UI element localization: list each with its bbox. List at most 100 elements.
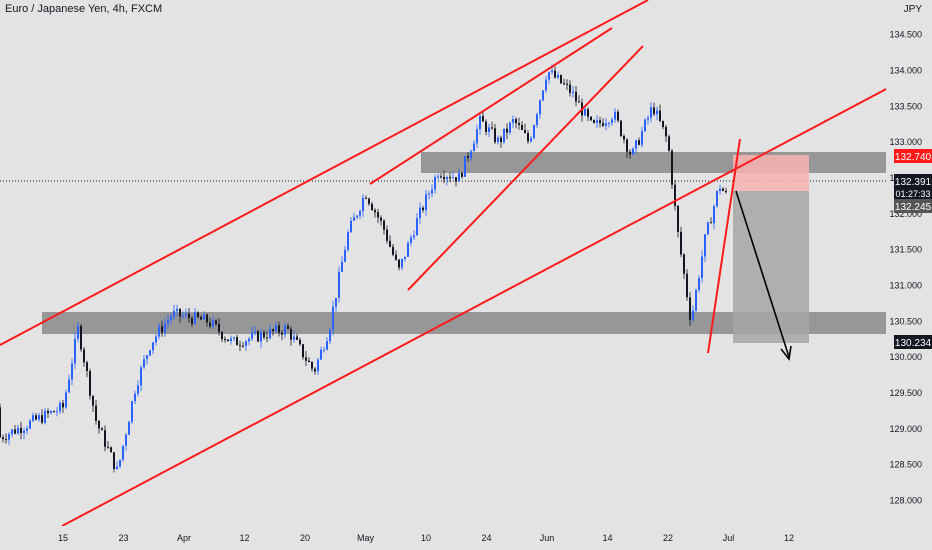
candle-body	[302, 344, 304, 358]
wedge-upper-line	[369, 27, 613, 185]
candle-body	[11, 429, 13, 435]
candle-body	[515, 119, 517, 124]
candle-body	[626, 139, 628, 152]
time-tick-label: 24	[481, 533, 491, 543]
candle-body	[191, 318, 193, 324]
candle-body	[161, 326, 163, 333]
candle-body	[134, 393, 136, 402]
price-tick-label: 134.500	[889, 30, 922, 40]
candle-body	[26, 428, 28, 431]
candle-body	[557, 74, 559, 78]
candle-body	[698, 278, 700, 291]
candle-body	[38, 415, 40, 420]
candle-body	[566, 83, 568, 85]
candle-body	[224, 338, 226, 340]
candle-body	[539, 100, 541, 115]
candle-body	[437, 176, 439, 178]
time-tick-label: 22	[663, 533, 673, 543]
candle-body	[620, 120, 622, 137]
candle-body	[80, 325, 82, 350]
candle-body	[506, 128, 508, 133]
candle-body	[617, 111, 619, 121]
candle-body	[290, 328, 292, 340]
candle-body	[359, 211, 361, 216]
candle-body	[164, 323, 166, 333]
candle-body	[575, 91, 577, 102]
candle-body	[644, 119, 646, 132]
candle-body	[494, 128, 496, 143]
candle-body	[308, 360, 310, 363]
candle-body	[374, 210, 376, 213]
candle-body	[182, 315, 184, 317]
candle-body	[641, 131, 643, 145]
candle-body	[131, 401, 133, 422]
candle-body	[362, 197, 364, 212]
candle-body	[206, 314, 208, 323]
candle-body	[8, 434, 10, 440]
candle-body	[92, 395, 94, 406]
candle-body	[236, 337, 238, 346]
candle-body	[473, 143, 475, 152]
candle-body	[569, 84, 571, 93]
candle-body	[599, 120, 601, 124]
candle-body	[185, 313, 187, 316]
candle-body	[584, 109, 586, 116]
candle-body	[671, 150, 673, 185]
candle-body	[44, 410, 46, 423]
candle-body	[332, 306, 334, 330]
candle-body	[296, 336, 298, 340]
candle-body	[500, 137, 502, 142]
resistance-price-label: 132.740	[895, 152, 932, 163]
candle-body	[230, 338, 232, 342]
price-axis[interactable]: 128.000 128.500 129.000 129.500 130.000 130.5…	[886, 0, 932, 550]
candle-body	[464, 156, 466, 177]
candle-body	[407, 242, 409, 257]
candle-body	[50, 411, 52, 414]
time-tick-label: 15	[58, 533, 68, 543]
entry-price-tag: 132.245	[894, 199, 932, 213]
candle-body	[707, 222, 709, 235]
price-tick-label: 128.000	[889, 496, 922, 506]
time-axis[interactable]: 15 23 Apr 12 20 May 10 24 Jun 14 22 Jul 12	[0, 526, 886, 550]
candle-body	[572, 91, 574, 93]
candle-body	[143, 359, 145, 368]
candle-body	[29, 420, 31, 429]
candle-body	[722, 188, 724, 191]
time-tick-label: 23	[118, 533, 128, 543]
candle-body	[512, 119, 514, 123]
candle-body	[128, 421, 130, 435]
candle-body	[35, 415, 37, 420]
candle-body	[140, 367, 142, 386]
candle-body	[428, 193, 430, 195]
candle-body	[260, 332, 262, 342]
candle-body	[41, 415, 43, 423]
candle-body	[254, 331, 256, 333]
candle-body	[77, 325, 79, 339]
candle-body	[386, 229, 388, 241]
candle-body	[446, 177, 448, 180]
time-tick-label: 10	[421, 533, 431, 543]
time-tick-label: 20	[300, 533, 310, 543]
price-tick-label: 131.000	[889, 281, 922, 291]
candle-body	[110, 447, 112, 453]
candle-body	[458, 173, 460, 182]
candle-body	[329, 329, 331, 342]
candle-body	[449, 177, 451, 179]
candle-body	[659, 110, 661, 121]
candle-body	[548, 72, 550, 80]
candle-body	[59, 402, 61, 412]
candle-body	[281, 332, 283, 335]
candle-body	[674, 184, 676, 206]
candle-body	[614, 111, 616, 120]
candle-body	[47, 410, 49, 414]
candle-body	[101, 428, 103, 431]
candle-body	[413, 235, 415, 238]
candle-body	[158, 326, 160, 337]
candle-body	[419, 207, 421, 219]
candle-body	[590, 116, 592, 121]
candle-body	[530, 138, 532, 142]
candle-body	[113, 452, 115, 470]
candle-body	[452, 177, 454, 179]
candle-body	[233, 337, 235, 339]
